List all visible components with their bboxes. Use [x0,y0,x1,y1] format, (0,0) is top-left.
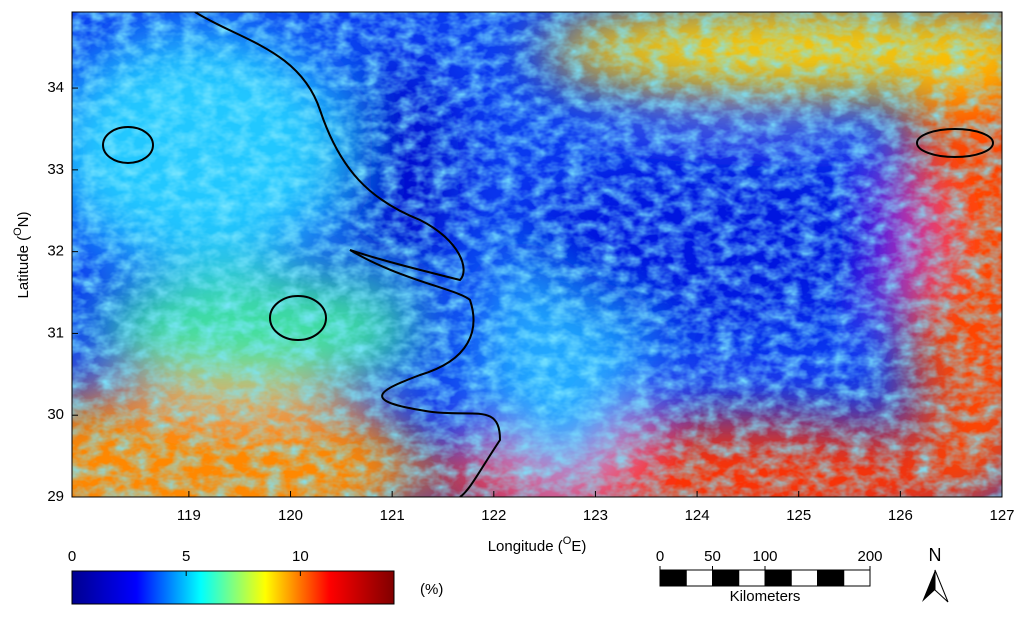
scalebar-segment [738,569,766,587]
y-tick-label: 34 [47,79,64,96]
y-axis-label: Latitude (ON) [12,212,32,299]
y-tick-label: 33 [47,161,64,178]
x-tick-label: 121 [380,507,405,524]
scalebar-segment [659,569,687,587]
y-tick-label: 29 [47,488,64,505]
colorbar-tick-label: 0 [68,548,76,565]
north-label: N [929,545,942,565]
x-tick-label: 124 [685,507,710,524]
x-label-sup: O [563,535,572,547]
x-tick-label: 125 [786,507,811,524]
raster [72,12,1002,497]
colorbar-tick-label: 10 [292,548,309,565]
scalebar-tick-label: 50 [704,548,721,565]
scalebar-segment [764,569,792,587]
x-tick-label: 123 [583,507,608,524]
x-label-text: E) [571,538,586,555]
plot-frame [71,11,1003,498]
scalebar-tick-label: 200 [857,548,882,565]
x-tick-label: 119 [177,507,201,524]
scalebar-segment [712,569,740,587]
y-label-text: N) [15,212,32,228]
scalebar-segment [685,569,713,587]
scalebar-segment [843,569,871,587]
y-label-sup: O [12,227,24,236]
y-tick-label: 31 [47,324,64,341]
y-tick-label: 30 [47,406,64,423]
x-label-text: Longitude ( [488,538,563,555]
north-arrow [922,569,949,603]
x-tick-label: 120 [278,507,303,524]
scalebar-tick-label: 0 [656,548,664,565]
scalebar-segment [790,569,818,587]
x-tick-label: 122 [481,507,506,524]
x-axis-label: Longitude (OE) [488,535,587,555]
x-tick-label: 126 [888,507,913,524]
y-label-text: Latitude ( [15,236,32,299]
scalebar-tick-label: 100 [752,548,777,565]
colorbar-tick-label: 5 [182,548,190,565]
colorbar [71,570,395,605]
colorbar-unit: (%) [420,581,443,598]
scalebar-segment [817,569,845,587]
x-tick-label: 127 [989,507,1014,524]
scalebar-label: Kilometers [730,588,801,605]
y-tick-label: 32 [47,243,64,260]
